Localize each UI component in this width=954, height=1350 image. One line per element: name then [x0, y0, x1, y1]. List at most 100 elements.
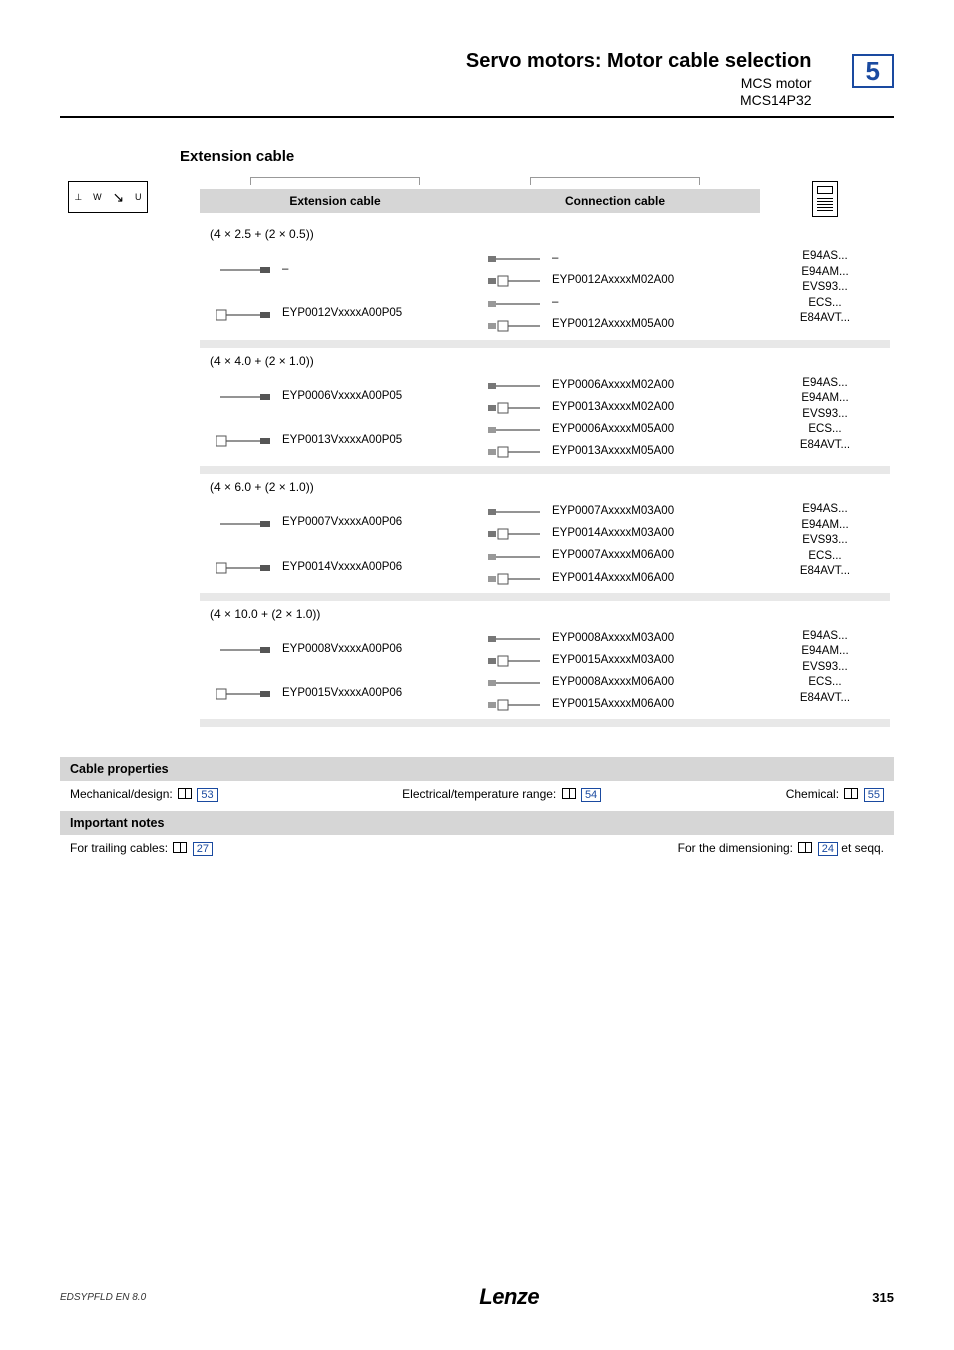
ext-cable-row: EYP0012VxxxxA00P05 — [208, 302, 462, 324]
page-title: Servo motors: Motor cable selection — [466, 50, 812, 73]
conn-cable-row: EYP0015AxxxxM03A00 — [478, 649, 752, 671]
group-separator — [200, 719, 890, 727]
group-separator — [200, 593, 890, 601]
cable-glyph-icon — [216, 685, 274, 701]
part-number: EYP0012AxxxxM02A00 — [552, 274, 674, 286]
cable-glyph-icon — [486, 630, 544, 646]
cable-glyph-icon — [486, 294, 544, 310]
cable-glyph-icon — [486, 652, 544, 668]
part-number: EYP0007VxxxxA00P06 — [282, 516, 402, 528]
device-list: E94AS...E94AM...EVS93...ECS...E84AVT... — [760, 243, 890, 340]
device-list: E94AS...E94AM...EVS93...ECS...E84AVT... — [760, 370, 890, 467]
part-number: EYP0015AxxxxM06A00 — [552, 698, 674, 710]
header-sub2: MCS14P32 — [466, 92, 812, 108]
props-elec: Electrical/temperature range: 54 — [402, 787, 601, 801]
props-header: Cable properties — [60, 757, 894, 781]
cable-glyph-icon — [216, 641, 274, 657]
group-separator — [200, 340, 890, 348]
conn-cable-row: EYP0007AxxxxM06A00 — [478, 544, 752, 566]
cable-glyph-icon — [216, 514, 274, 530]
ext-cable-row: EYP0008VxxxxA00P06 — [208, 638, 462, 660]
header-rule — [60, 116, 894, 118]
col-header-conn: Connection cable — [470, 189, 760, 213]
part-number: EYP0008VxxxxA00P06 — [282, 643, 402, 655]
cable-glyph-icon — [216, 432, 274, 448]
book-icon — [173, 842, 187, 853]
cable-glyph-icon — [486, 503, 544, 519]
cable-glyph-icon — [486, 443, 544, 459]
device-list: E94AS...E94AM...EVS93...ECS...E84AVT... — [760, 496, 890, 593]
header-sub1: MCS motor — [466, 75, 812, 91]
ref-link[interactable]: 24 — [818, 842, 838, 856]
part-number: EYP0007AxxxxM03A00 — [552, 505, 674, 517]
cross-section: (4 × 10.0 + (2 × 1.0)) — [200, 601, 470, 623]
col-header-ext: Extension cable — [200, 189, 470, 213]
conn-cable-row: EYP0006AxxxxM02A00 — [478, 374, 752, 396]
conn-cable-row: EYP0013AxxxxM02A00 — [478, 396, 752, 418]
section-title: Extension cable — [180, 148, 894, 165]
controller-icon — [812, 181, 838, 217]
cable-table: ⊥W↘U Extension cable Connection cable (4… — [60, 177, 894, 727]
conn-cable-row: EYP0013AxxxxM05A00 — [478, 440, 752, 462]
cable-glyph-icon — [486, 674, 544, 690]
ref-link[interactable]: 54 — [581, 788, 601, 802]
ext-cable-row: EYP0015VxxxxA00P06 — [208, 682, 462, 704]
ref-link[interactable]: 27 — [193, 842, 213, 856]
cable-glyph-icon — [216, 388, 274, 404]
cable-glyph-icon — [486, 569, 544, 585]
cable-glyph-icon — [216, 558, 274, 574]
cable-glyph-icon — [486, 399, 544, 415]
conn-cable-row: – — [478, 247, 752, 269]
notes-header: Important notes — [60, 811, 894, 835]
bracket-icon — [250, 177, 420, 185]
part-number: EYP0013AxxxxM02A00 — [552, 401, 674, 413]
ext-cable-row: EYP0014VxxxxA00P06 — [208, 555, 462, 577]
notes-dim: For the dimensioning: 24 et seqq. — [678, 841, 884, 855]
part-number: EYP0015VxxxxA00P06 — [282, 687, 402, 699]
book-icon — [178, 788, 192, 799]
part-number: EYP0014VxxxxA00P06 — [282, 561, 402, 573]
cable-glyph-icon — [486, 272, 544, 288]
cable-glyph-icon — [486, 696, 544, 712]
part-number: EYP0006VxxxxA00P05 — [282, 390, 402, 402]
conn-cable-row: EYP0014AxxxxM03A00 — [478, 522, 752, 544]
part-number: – — [552, 252, 558, 264]
bracket-icon — [530, 177, 700, 185]
notes-trail: For trailing cables: 27 — [70, 841, 213, 855]
props-chem: Chemical: 55 — [786, 787, 884, 801]
book-icon — [844, 788, 858, 799]
cable-glyph-icon — [216, 305, 274, 321]
part-number: EYP0013AxxxxM05A00 — [552, 445, 674, 457]
book-icon — [798, 842, 812, 853]
part-number: EYP0006AxxxxM02A00 — [552, 379, 674, 391]
book-icon — [562, 788, 576, 799]
conn-cable-row: EYP0008AxxxxM06A00 — [478, 671, 752, 693]
footer-docid: EDSYPFLD EN 8.0 — [60, 1292, 146, 1303]
part-number: EYP0012AxxxxM05A00 — [552, 318, 674, 330]
cable-glyph-icon — [486, 421, 544, 437]
part-number: – — [552, 296, 558, 308]
part-number: EYP0012VxxxxA00P05 — [282, 307, 402, 319]
page-number: 315 — [872, 1290, 894, 1305]
part-number: EYP0008AxxxxM03A00 — [552, 632, 674, 644]
motor-icon: ⊥W↘U — [68, 181, 148, 213]
part-number: EYP0014AxxxxM06A00 — [552, 572, 674, 584]
part-number: EYP0014AxxxxM03A00 — [552, 527, 674, 539]
cable-glyph-icon — [486, 316, 544, 332]
props-mech: Mechanical/design: 53 — [70, 787, 218, 801]
cross-section: (4 × 2.5 + (2 × 0.5)) — [200, 221, 470, 243]
cable-glyph-icon — [486, 547, 544, 563]
conn-cable-row: EYP0008AxxxxM03A00 — [478, 627, 752, 649]
ref-link[interactable]: 55 — [864, 788, 884, 802]
ext-cable-row: EYP0007VxxxxA00P06 — [208, 511, 462, 533]
ref-link[interactable]: 53 — [197, 788, 217, 802]
ext-cable-row: EYP0013VxxxxA00P05 — [208, 429, 462, 451]
cable-glyph-icon — [486, 525, 544, 541]
group-separator — [200, 466, 890, 474]
conn-cable-row: EYP0012AxxxxM02A00 — [478, 269, 752, 291]
ext-cable-row: – — [208, 258, 462, 280]
conn-cable-row: EYP0012AxxxxM05A00 — [478, 313, 752, 335]
cable-glyph-icon — [216, 261, 274, 277]
part-number: – — [282, 263, 288, 275]
conn-cable-row: – — [478, 291, 752, 313]
